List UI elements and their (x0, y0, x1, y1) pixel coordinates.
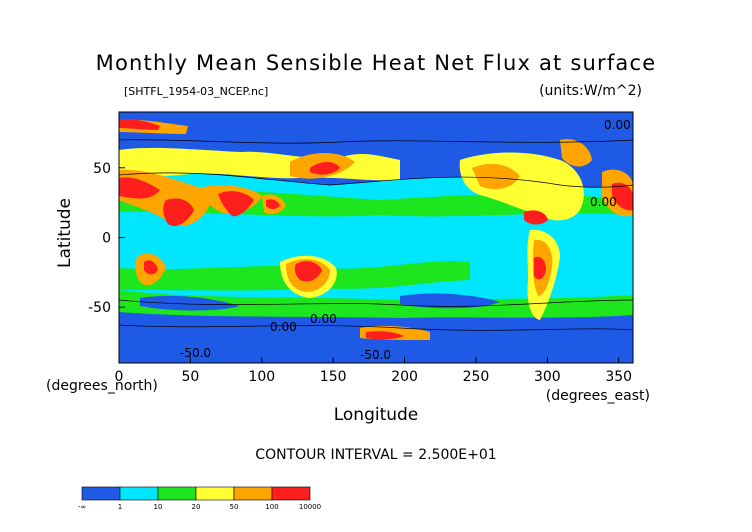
x-tick-label: 300 (534, 369, 561, 385)
y-tick-label: 0 (102, 231, 111, 247)
west-africa-red (163, 198, 194, 227)
colorbar-swatch (195, 486, 235, 501)
file-label: [SHTFL_1954-03_NCEP.nc] (124, 85, 268, 98)
mexico-red (524, 210, 548, 225)
greenland-red (612, 182, 633, 211)
deep-blue-patch-east (400, 293, 500, 309)
se-asia-red (266, 199, 280, 209)
x-tick-label: 250 (463, 369, 490, 385)
contour-interval-label: CONTOUR INTERVAL = 2.500E+01 (255, 447, 496, 463)
arctic-red (119, 119, 160, 130)
x-tick-label: 200 (391, 369, 418, 385)
x-tick-label: 0 (115, 369, 124, 385)
colorbar-swatch (119, 486, 159, 501)
colorbar-swatch (271, 486, 311, 501)
contour-label: 0.00 (270, 320, 297, 334)
contour-label: -50.0 (180, 346, 211, 360)
y-tick-label: 50 (93, 161, 111, 177)
contour-label: -50.0 (360, 348, 391, 362)
x-unit-label: (degrees_east) (546, 388, 650, 404)
x-tick-label: 100 (248, 369, 275, 385)
colorbar-swatch (81, 486, 121, 501)
north-america-orange (472, 163, 520, 190)
y-tick-label: -50 (88, 300, 111, 316)
x-axis: 0 50 100 150 200 250 300 350 (115, 357, 632, 385)
colorbar: -∞ 1 10 20 50 100 10000 (78, 486, 321, 511)
map-field (119, 112, 633, 363)
colorbar-swatch (157, 486, 197, 501)
colorbar-label: -∞ (78, 503, 86, 511)
india-red (218, 191, 254, 217)
colorbar-label: 1 (118, 503, 122, 511)
australia-red (294, 261, 322, 282)
chart-title: Monthly Mean Sensible Heat Net Flux at s… (96, 51, 657, 75)
units-label: (units:W/m^2) (539, 83, 642, 99)
colorbar-label: 100 (265, 503, 278, 511)
x-tick-label: 350 (605, 369, 632, 385)
x-tick-label: 150 (320, 369, 347, 385)
contour-label: 0.00 (604, 118, 631, 132)
y-axis: 50 0 -50 (88, 161, 125, 316)
x-tick-label: 50 (181, 369, 199, 385)
contour-label: 0.00 (310, 312, 337, 326)
y-axis-label: Latitude (55, 198, 75, 268)
antarctic-red (366, 331, 404, 340)
contour-line (119, 139, 633, 144)
colorbar-label: 50 (230, 503, 239, 511)
contour-label: 0.00 (590, 195, 617, 209)
sahara-red (119, 177, 160, 199)
y-unit-label: (degrees_north) (46, 378, 158, 394)
south-africa-red (144, 260, 158, 275)
colorbar-label: 10 (154, 503, 163, 511)
colorbar-label: 20 (192, 503, 201, 511)
contour-line (119, 299, 633, 307)
colorbar-label: 10000 (299, 503, 321, 511)
labrador-orange (560, 139, 592, 167)
south-america-red (534, 256, 546, 280)
colorbar-swatch (233, 486, 273, 501)
contour-line (119, 324, 633, 331)
contour-line (119, 172, 633, 188)
x-axis-label: Longitude (334, 405, 419, 425)
deep-blue-patch (140, 295, 240, 311)
siberia-red (310, 162, 340, 175)
